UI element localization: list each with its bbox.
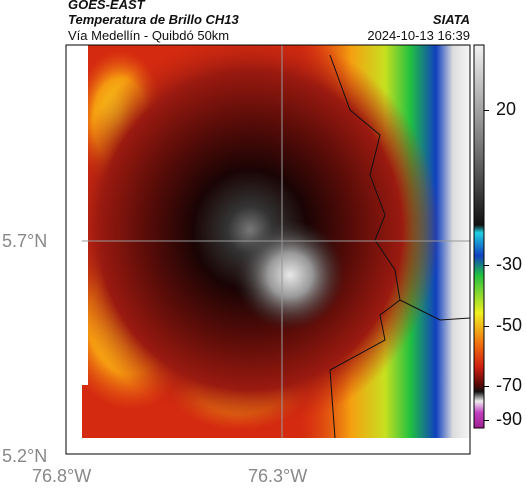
colorbar-tick-label: -90 xyxy=(496,409,523,429)
colorbar-tick xyxy=(484,265,489,266)
colorbar xyxy=(473,44,485,429)
subtitle: Vía Medellín - Quibdó 50km xyxy=(68,28,230,43)
title: Temperatura de Brillo CH13 xyxy=(68,12,239,27)
map-frame xyxy=(65,44,471,455)
map-image xyxy=(82,45,470,438)
colorbar-tick xyxy=(484,326,489,327)
colorbar-tick xyxy=(484,110,489,111)
lat-label: 5.2°N xyxy=(2,446,48,466)
lat-label: 5.7°N xyxy=(2,231,48,251)
colorbar-tick-label: -50 xyxy=(496,315,523,335)
colorbar-tick-label: -30 xyxy=(496,254,523,274)
colorbar-tick xyxy=(484,386,489,387)
source: GOES-EAST xyxy=(68,0,145,12)
timestamp: 2024-10-13 16:39 xyxy=(367,28,470,43)
colorbar-tick xyxy=(484,420,489,421)
lon-label: 76.8°W xyxy=(32,466,92,486)
org: SIATA xyxy=(432,12,470,27)
colorbar-tick-label: 20 xyxy=(496,99,517,119)
colorbar-tick-label: -70 xyxy=(496,375,523,395)
lon-label: 76.3°W xyxy=(248,466,308,486)
